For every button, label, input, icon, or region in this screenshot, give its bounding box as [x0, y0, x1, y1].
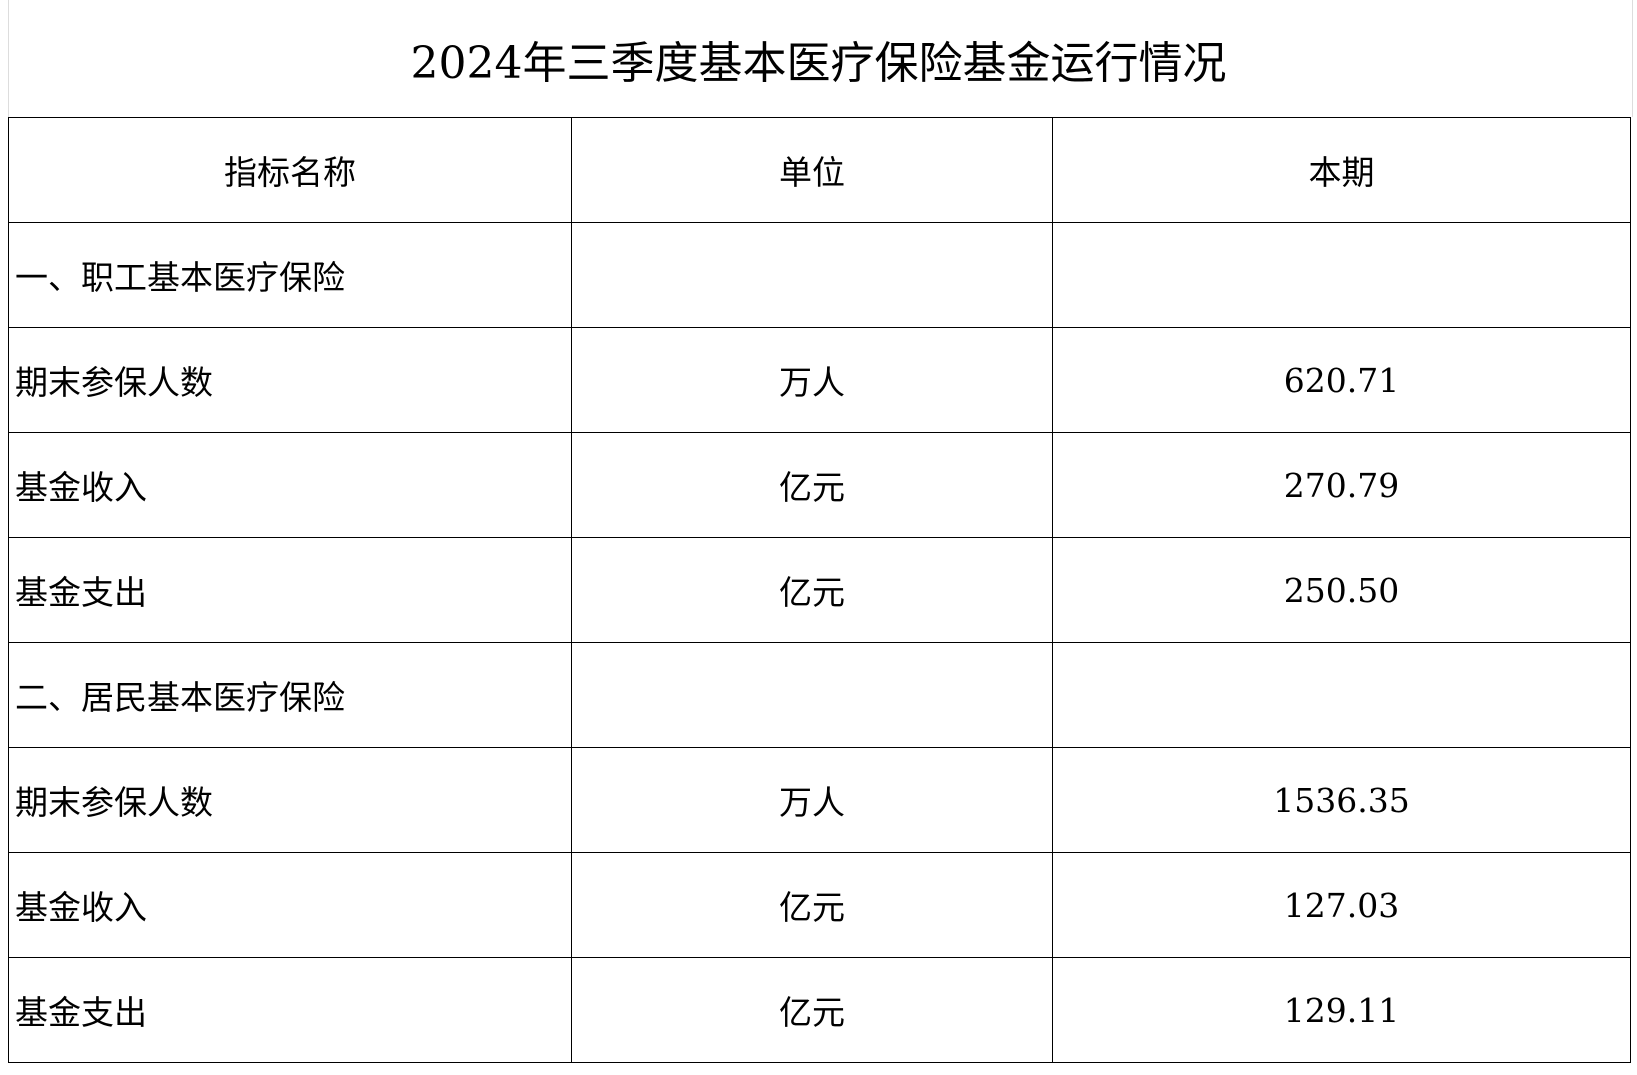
value-cell: 250.50 — [1052, 537, 1631, 643]
indicator-cell: 期末参保人数 — [8, 747, 572, 853]
table-row-section: 一、职工基本医疗保险 — [8, 222, 1631, 328]
unit-cell: 亿元 — [571, 432, 1053, 538]
header-indicator: 指标名称 — [8, 117, 572, 223]
value-cell: 620.71 — [1052, 327, 1631, 433]
indicator-cell: 期末参保人数 — [8, 327, 572, 433]
unit-cell — [571, 642, 1053, 748]
table-row: 基金收入 亿元 127.03 — [8, 852, 1631, 958]
fund-table: 指标名称 单位 本期 一、职工基本医疗保险 期末参保人数 万人 620.71 基金收… — [8, 117, 1631, 1063]
unit-cell: 亿元 — [571, 957, 1053, 1063]
indicator-cell: 二、居民基本医疗保险 — [8, 642, 572, 748]
value-cell — [1052, 642, 1631, 748]
table-row-section: 二、居民基本医疗保险 — [8, 642, 1631, 748]
value-cell — [1052, 222, 1631, 328]
table-row: 期末参保人数 万人 620.71 — [8, 327, 1631, 433]
unit-cell — [571, 222, 1053, 328]
header-unit: 单位 — [571, 117, 1053, 223]
indicator-cell: 基金收入 — [8, 432, 572, 538]
header-current: 本期 — [1052, 117, 1631, 223]
page-title: 2024年三季度基本医疗保险基金运行情况 — [410, 37, 1227, 89]
table-header-row: 指标名称 单位 本期 — [8, 117, 1631, 223]
unit-cell: 万人 — [571, 327, 1053, 433]
unit-cell: 亿元 — [571, 537, 1053, 643]
table-row: 基金收入 亿元 270.79 — [8, 432, 1631, 538]
indicator-cell: 基金收入 — [8, 852, 572, 958]
indicator-cell: 基金支出 — [8, 537, 572, 643]
table-row: 基金支出 亿元 250.50 — [8, 537, 1631, 643]
value-cell: 1536.35 — [1052, 747, 1631, 853]
title-frame — [8, 0, 1633, 117]
indicator-cell: 一、职工基本医疗保险 — [8, 222, 572, 328]
unit-cell: 亿元 — [571, 852, 1053, 958]
table-row: 期末参保人数 万人 1536.35 — [8, 747, 1631, 853]
value-cell: 129.11 — [1052, 957, 1631, 1063]
value-cell: 270.79 — [1052, 432, 1631, 538]
value-cell: 127.03 — [1052, 852, 1631, 958]
table-row: 基金支出 亿元 129.11 — [8, 957, 1631, 1063]
unit-cell: 万人 — [571, 747, 1053, 853]
indicator-cell: 基金支出 — [8, 957, 572, 1063]
